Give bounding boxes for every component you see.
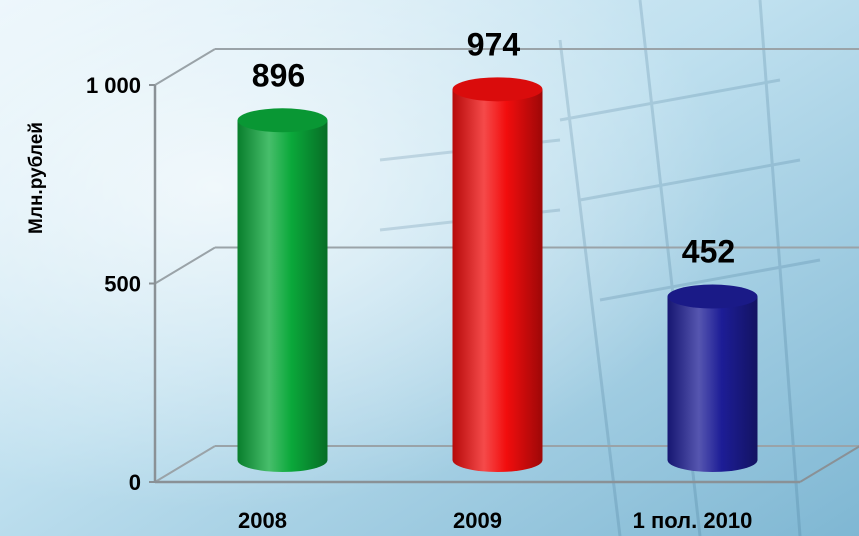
bars — [237, 77, 758, 473]
bar-top-1 — [452, 77, 543, 102]
x-tick-label-2: 1 пол. 2010 — [633, 508, 753, 533]
bar-2009 — [452, 77, 543, 473]
x-tick-label-0: 2008 — [238, 508, 287, 533]
gridline-depth-1 — [154, 246, 216, 285]
gridline-depth-2 — [154, 48, 216, 86]
y-axis-title: Млн.рублей — [26, 122, 47, 234]
bar-2008 — [237, 108, 328, 473]
data-labels: 896 974 452 — [252, 26, 735, 269]
bar-top-2 — [667, 284, 758, 309]
y-tick-label-2: 1 000 — [86, 73, 141, 98]
data-label-2: 452 — [682, 234, 735, 270]
data-label-1: 974 — [467, 26, 521, 62]
gridline-depth-0 — [154, 445, 216, 483]
bar-1 пол. 2010 — [667, 284, 758, 473]
axes — [149, 84, 859, 484]
bar-body-2 — [667, 296, 758, 473]
y-tick-label-0: 0 — [129, 470, 141, 495]
data-label-0: 896 — [252, 57, 305, 93]
x-tick-label-1: 2009 — [453, 508, 502, 533]
y-tick-label-1: 500 — [104, 272, 141, 297]
bar-body-0 — [237, 120, 328, 473]
floor-right-edge — [799, 445, 859, 483]
category-labels: 2008 2009 1 пол. 2010 — [238, 508, 752, 533]
bar-top-0 — [237, 108, 328, 133]
bar-body-1 — [452, 89, 543, 473]
y-tick-labels: 0 500 1 000 — [86, 73, 141, 495]
